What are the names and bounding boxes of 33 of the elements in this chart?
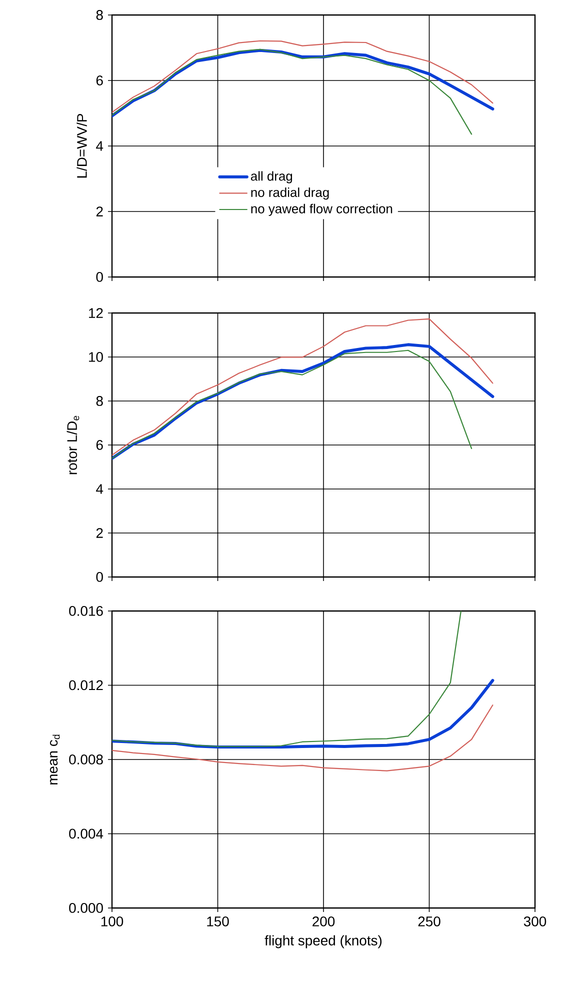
y-tick-label: 0.004 [69,828,104,839]
y-tick-label: 4 [96,484,104,494]
y-tick-label: 0 [96,272,103,282]
y-tick-label: 0.000 [69,903,103,913]
y-tick-label: 8 [96,396,103,406]
y-tick-label: 2 [96,528,103,538]
y-tick-label: 0 [96,572,103,582]
legend-label: no yawed flow correction [251,204,392,216]
line-series [112,40,494,113]
y-tick-label: 2 [96,206,103,216]
y-tick-label: 6 [96,76,103,86]
line-series [112,48,472,135]
x-tick-label: 200 [312,916,335,926]
y-axis-title: L/D=WV/P [76,114,87,178]
y-tick-label: 4 [96,141,104,151]
y-axis-title: mean c$_{d}$ [50,734,60,784]
line-series [112,318,494,456]
y-tick-label: 8 [96,10,103,20]
x-tick-label: 100 [101,916,124,926]
y-tick-label: 12 [89,308,103,318]
y-tick-label: 0.016 [69,606,103,616]
line-series [112,704,494,772]
y-tick-label: 0.008 [69,754,103,764]
x-axis-title: flight speed (knots) [264,935,382,948]
legend-label: all drag [250,171,292,184]
x-tick-label: 250 [418,916,440,926]
y-tick-label: 0.012 [69,680,103,690]
x-tick-label: 300 [524,916,546,926]
y-tick-label: 10 [89,352,103,362]
y-axis-title: rotor L/D$_{e}$ [66,416,80,474]
y-tick-label: 6 [96,440,103,450]
x-tick-label: 150 [207,916,229,926]
legend-label: no radial drag [251,188,329,200]
